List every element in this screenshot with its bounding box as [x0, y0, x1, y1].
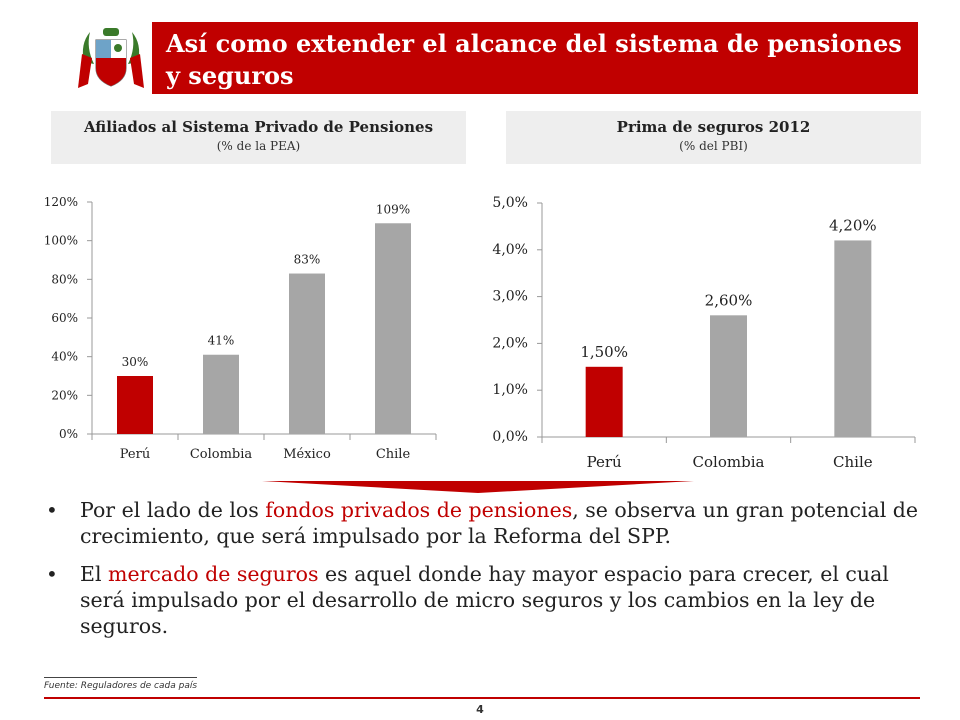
peru-coat-of-arms-icon — [76, 24, 146, 92]
data-label: 41% — [208, 334, 235, 348]
bullet-list: • Por el lado de los fondos privados de … — [44, 497, 924, 651]
source-note: Fuente: Reguladores de cada país — [44, 677, 198, 691]
bar-perú — [585, 366, 623, 437]
x-tick-label: Colombia — [693, 453, 765, 471]
x-tick-label: Colombia — [190, 447, 253, 462]
x-tick-label: Perú — [120, 447, 150, 462]
bar-perú — [117, 376, 153, 434]
data-label: 109% — [376, 202, 410, 216]
bullet-dot-icon: • — [46, 498, 58, 522]
bullet-item: • El mercado de seguros es aquel donde h… — [44, 561, 924, 639]
title-bar: Así como extender el alcance del sistema… — [152, 22, 918, 94]
y-tick-label: 0,0% — [492, 429, 528, 445]
data-label: 1,50% — [580, 343, 628, 361]
arrow-connector — [262, 481, 694, 493]
y-tick-label: 3,0% — [492, 289, 528, 305]
y-tick-label: 4,0% — [492, 242, 528, 258]
bullet-highlight: fondos privados de pensiones — [265, 498, 573, 522]
bar-chile — [375, 223, 411, 434]
data-label: 2,60% — [705, 291, 753, 309]
bullet-text-pre: Por el lado de los — [80, 498, 266, 522]
y-tick-label: 120% — [44, 195, 78, 209]
y-tick-label: 5,0% — [492, 195, 528, 211]
panel-title: Afiliados al Sistema Privado de Pensione… — [83, 118, 434, 136]
y-tick-label: 2,0% — [492, 335, 528, 351]
page-title: Así como extender el alcance del sistema… — [166, 29, 902, 90]
y-tick-label: 80% — [51, 272, 78, 286]
x-tick-label: México — [283, 447, 331, 462]
bullet-highlight: mercado de seguros — [108, 562, 319, 586]
x-tick-label: Chile — [833, 453, 873, 471]
bullet-text-post: , se observa un gran potencial de crecim… — [80, 498, 919, 548]
y-tick-label: 0% — [59, 427, 78, 441]
footer-divider — [44, 697, 920, 699]
bullet-text-post: es aquel donde hay mayor espacio para cr… — [80, 562, 889, 638]
x-tick-label: Chile — [376, 447, 411, 462]
panel-header-afiliados: Afiliados al Sistema Privado de Pensione… — [51, 111, 466, 164]
data-label: 4,20% — [829, 216, 877, 234]
panel-subtitle: (% del PBI) — [679, 139, 748, 153]
y-tick-label: 20% — [51, 388, 78, 402]
bar-chile — [834, 240, 872, 437]
bar-méxico — [289, 273, 325, 434]
y-tick-label: 60% — [51, 311, 78, 325]
panel-header-prima: Prima de seguros 2012 (% del PBI) — [506, 111, 921, 164]
data-label: 83% — [294, 253, 321, 267]
page-number: 4 — [476, 703, 484, 716]
y-tick-label: 100% — [44, 234, 78, 248]
bar-colombia — [710, 315, 747, 437]
bullet-item: • Por el lado de los fondos privados de … — [44, 497, 924, 549]
x-tick-label: Perú — [587, 453, 622, 471]
data-label: 30% — [122, 355, 149, 369]
panel-title: Prima de seguros 2012 — [616, 118, 811, 136]
bar-colombia — [203, 354, 239, 434]
bullet-dot-icon: • — [46, 562, 58, 586]
panel-subtitle: (% de la PEA) — [216, 139, 301, 153]
y-tick-label: 1,0% — [492, 382, 528, 398]
bullet-text-pre: El — [80, 562, 109, 586]
y-tick-label: 40% — [51, 350, 78, 364]
